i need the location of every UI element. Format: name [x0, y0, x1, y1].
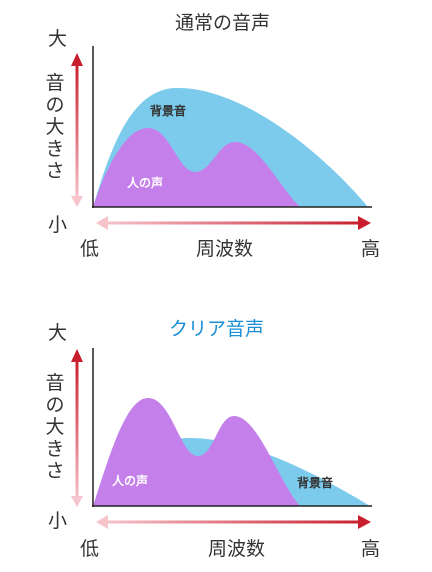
panel-clear-audio: クリア音声 大 音の大きさ 小 低 周波数 高 背景音 人の声: [0, 286, 432, 572]
clear-audio-diagram: [71, 348, 372, 529]
normal-audio-diagram: [71, 46, 372, 230]
voice-area: [93, 128, 300, 207]
x-axis-label: 周波数: [196, 238, 254, 260]
x-high-label: 高: [361, 238, 381, 260]
panel-title: 通常の音声: [175, 12, 271, 34]
voice-label: 人の声: [127, 176, 164, 190]
x-low-label: 低: [80, 238, 100, 260]
background-sound-label: 背景音: [150, 104, 187, 118]
y-high-label: 大: [48, 28, 68, 50]
x-high-label: 高: [361, 538, 381, 560]
y-axis-label: 音の大きさ: [45, 72, 65, 182]
y-axis-arrow: [71, 349, 83, 507]
panel-title: クリア音声: [169, 318, 265, 340]
y-high-label: 大: [48, 322, 68, 344]
voice-label: 人の声: [112, 474, 149, 488]
x-low-label: 低: [80, 538, 100, 560]
y-low-label: 小: [48, 510, 68, 532]
x-axis-arrow: [96, 216, 371, 230]
y-axis-arrow: [71, 53, 83, 207]
x-axis-label: 周波数: [208, 538, 266, 560]
panel-normal-audio: 通常の音声 大 音の大きさ 小 低 周波数 高 背景音 人の声: [45, 12, 381, 260]
background-sound-label: 背景音: [297, 476, 334, 490]
y-axis-label: 音の大きさ: [45, 372, 65, 482]
y-low-label: 小: [48, 214, 68, 236]
voice-area: [93, 398, 300, 506]
x-axis-arrow: [96, 515, 371, 529]
